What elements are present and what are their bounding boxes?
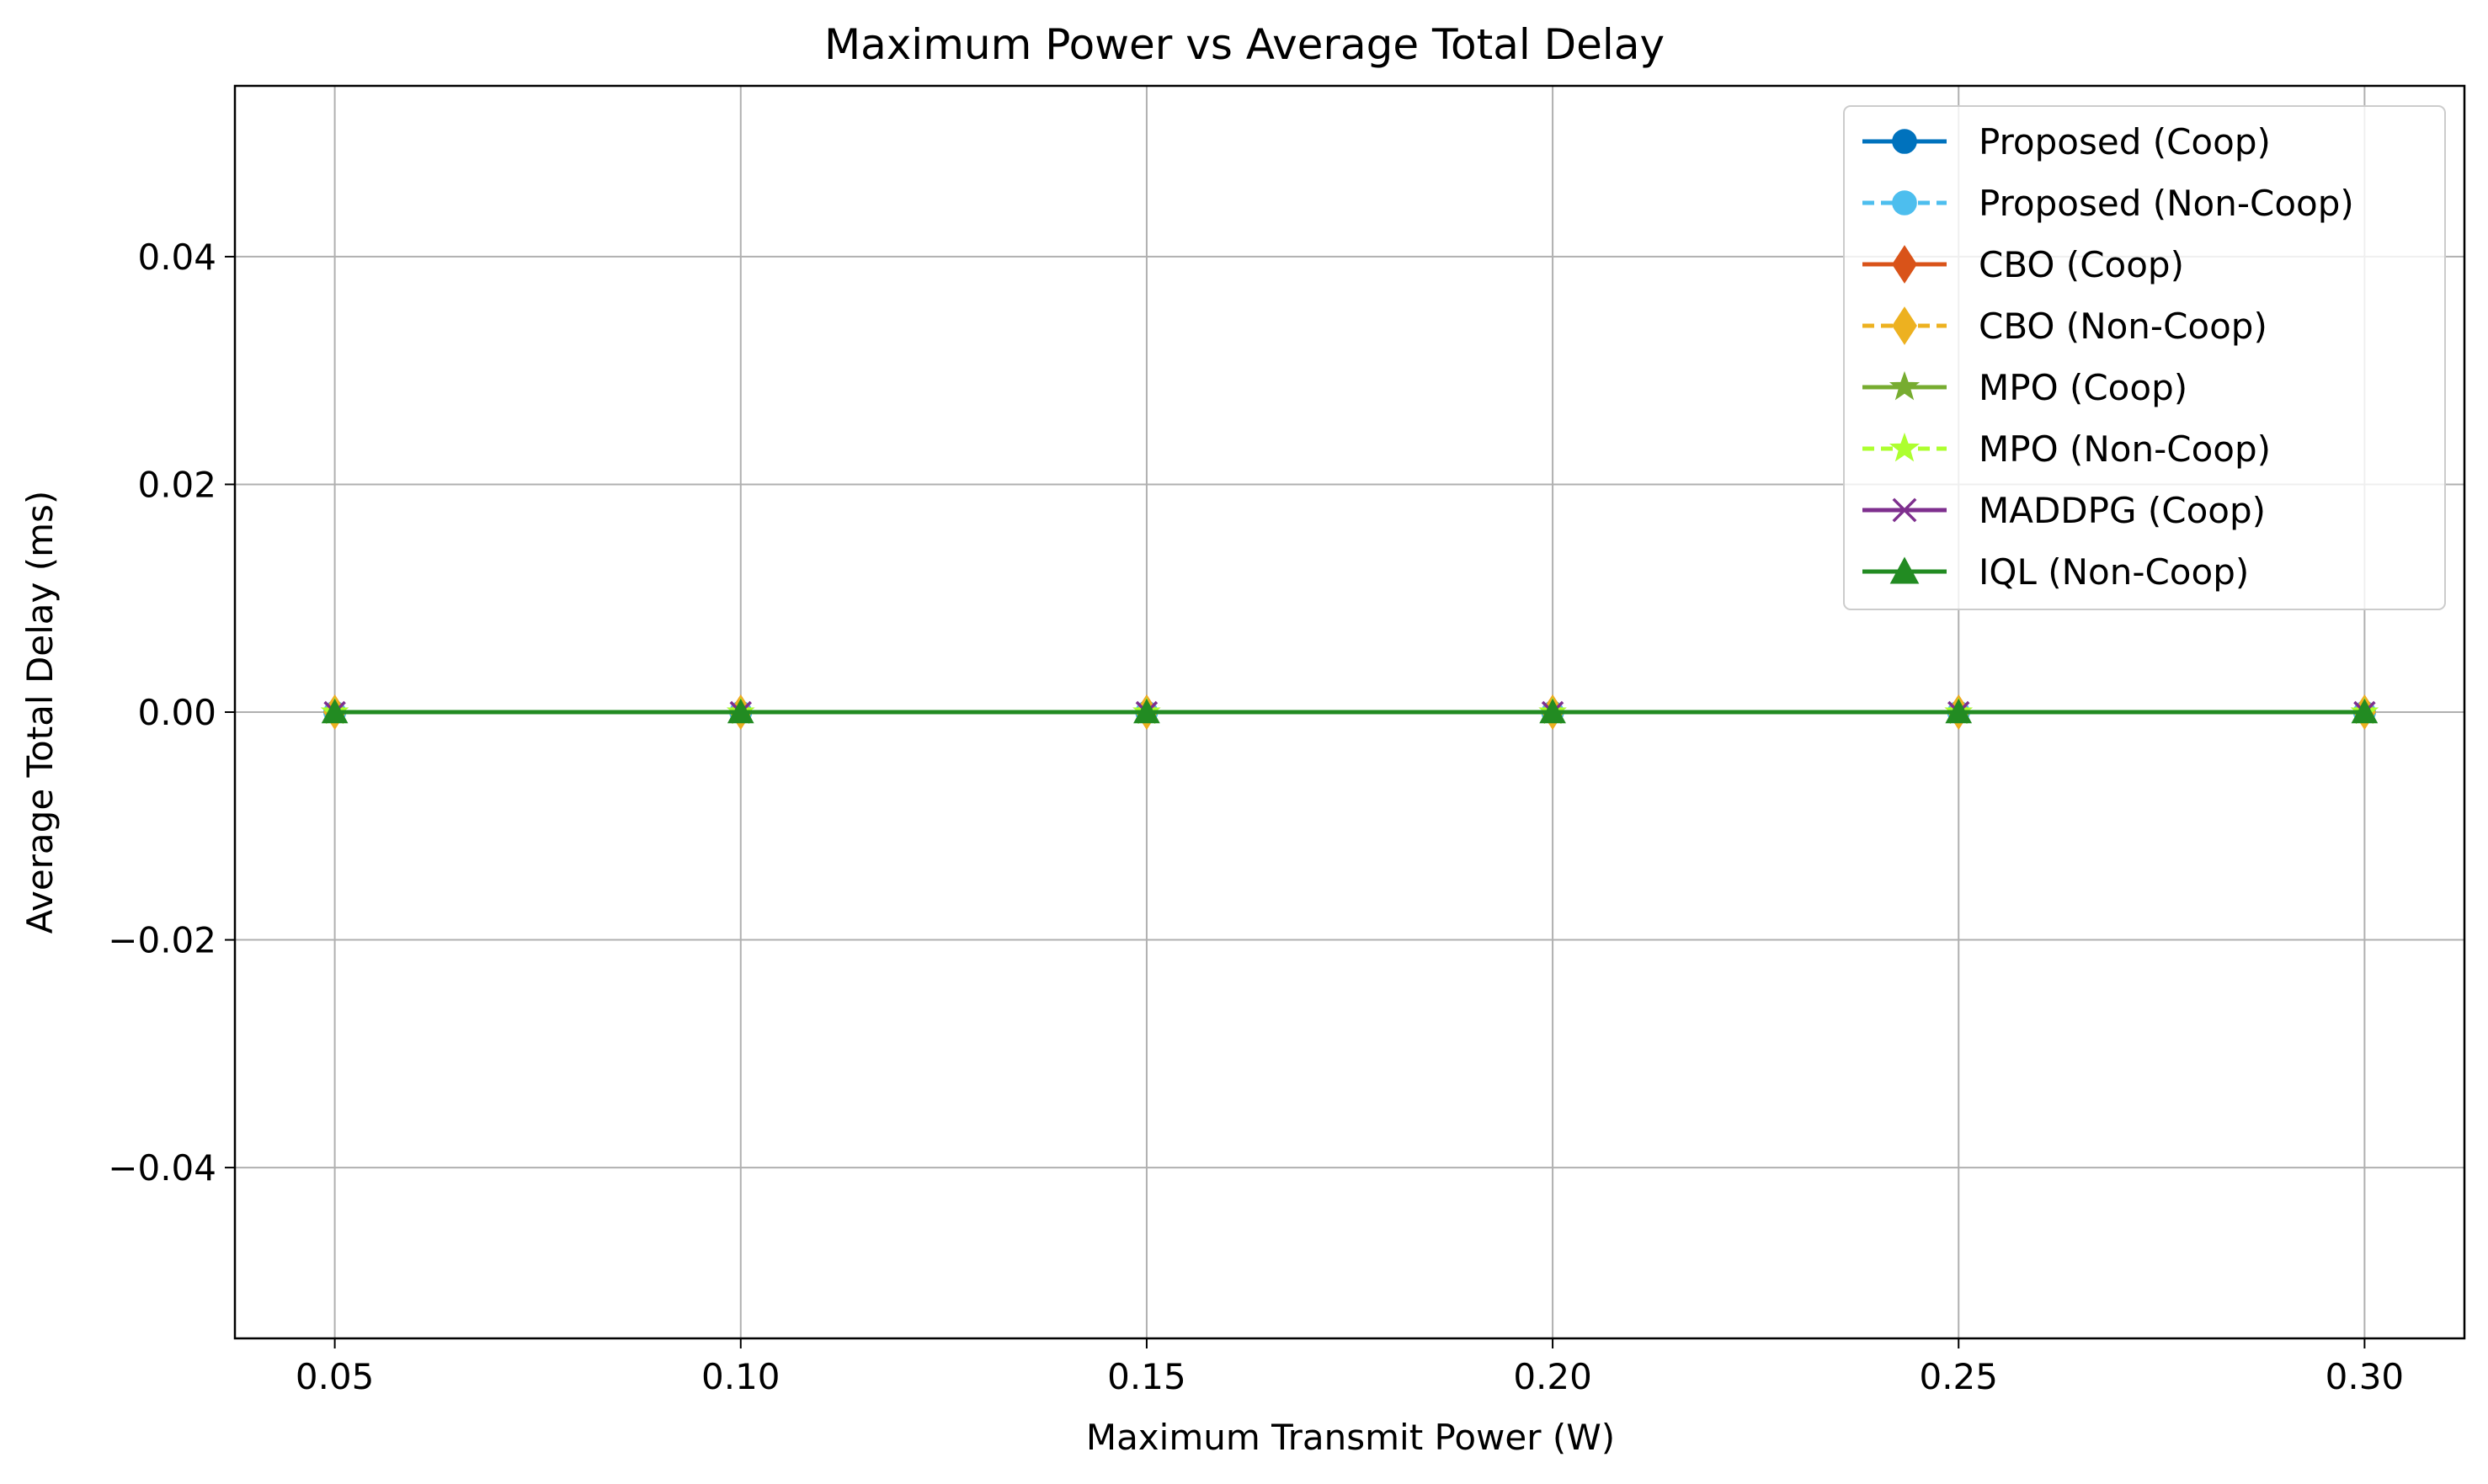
legend-marker [1889,432,1921,462]
x-axis-title: Maximum Transmit Power (W) [1086,1417,1615,1458]
legend-entry: MPO (Non-Coop) [1862,428,2271,470]
legend-marker [1892,190,1917,215]
chart-title: Maximum Power vs Average Total Delay [824,20,1665,69]
y-tick-label: 0.04 [137,237,216,278]
data-point [321,698,349,724]
y-tick-label: −0.02 [108,920,216,961]
y-tick-label: 0.02 [137,464,216,505]
legend-box [1843,105,2446,610]
legend-marker [1892,245,1917,284]
legend-entry: CBO (Coop) [1862,244,2184,285]
legend-label: IQL (Non-Coop) [1979,551,2249,593]
x-tick-label: 0.05 [296,1356,375,1397]
legend-label: MPO (Coop) [1979,367,2187,408]
y-axis-title: Average Total Delay (ms) [19,491,61,934]
legend-entry: CBO (Non-Coop) [1862,306,2267,347]
legend-label: MPO (Non-Coop) [1979,428,2271,470]
series-8 [321,698,2379,724]
axis-ticks: 0.05 0.10 0.15 0.20 0.25 0.30 −0.04 −0.02 0.00 0.… [108,237,2404,1397]
legend-label: Proposed (Non-Coop) [1979,183,2354,224]
x-tick-label: 0.10 [701,1356,780,1397]
legend-marker [1889,556,1920,584]
legend-marker [1892,497,1917,523]
legend-marker [1889,370,1921,401]
x-tick-label: 0.20 [1513,1356,1592,1397]
legend-entry: Proposed (Non-Coop) [1862,183,2354,224]
legend-entry: MPO (Coop) [1862,367,2187,408]
legend-entry: IQL (Non-Coop) [1862,551,2249,593]
legend-label: Proposed (Coop) [1979,121,2271,162]
x-tick-label: 0.30 [2326,1356,2405,1397]
legend-label: CBO (Non-Coop) [1979,306,2267,347]
y-tick-label: −0.04 [108,1147,216,1189]
data-point [727,698,754,724]
data-point [1539,698,1566,724]
legend-label: MADDPG (Coop) [1979,490,2266,531]
series-lines [320,694,2379,730]
y-tick-label: 0.00 [137,692,216,733]
data-point [1945,698,1973,724]
x-tick-label: 0.25 [1919,1356,1998,1397]
legend: Proposed (Coop) Proposed (Non-Coop) CBO (C… [1843,105,2446,610]
legend-entry: Proposed (Coop) [1862,121,2271,162]
x-tick-label: 0.15 [1107,1356,1186,1397]
legend-marker [1892,306,1917,345]
legend-entry: MADDPG (Coop) [1862,490,2266,531]
data-point [1133,698,1160,724]
data-point [2351,698,2379,724]
legend-marker [1892,129,1917,154]
legend-label: CBO (Coop) [1979,244,2184,285]
